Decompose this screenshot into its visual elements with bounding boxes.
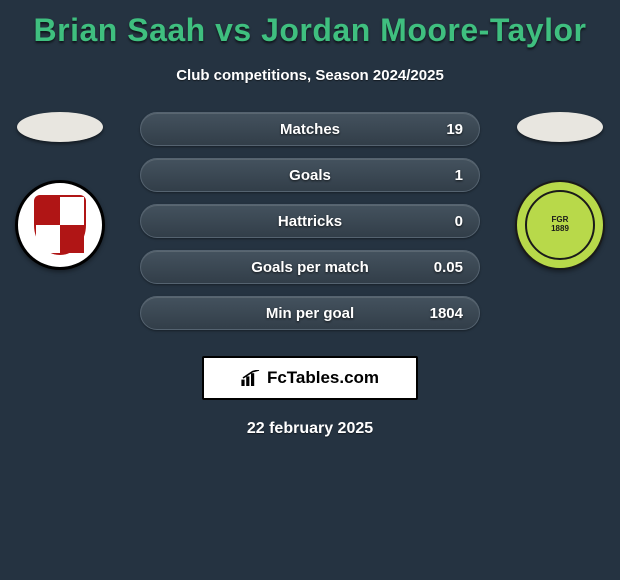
stat-label: Matches bbox=[141, 121, 479, 138]
left-club-badge bbox=[15, 180, 105, 270]
stat-row-min-per-goal: Min per goal 1804 bbox=[140, 296, 480, 330]
chart-bars-icon bbox=[241, 370, 261, 386]
subtitle: Club competitions, Season 2024/2025 bbox=[0, 67, 620, 84]
club-badge-inner: FGR1889 bbox=[525, 190, 595, 260]
footer-date: 22 february 2025 bbox=[0, 420, 620, 438]
right-player-photo bbox=[517, 112, 603, 142]
right-club-badge: FGR1889 bbox=[515, 180, 605, 270]
comparison-row: Matches 19 Goals 1 Hattricks 0 Goals per… bbox=[0, 112, 620, 342]
stat-label: Goals per match bbox=[141, 259, 479, 276]
stats-bars: Matches 19 Goals 1 Hattricks 0 Goals per… bbox=[120, 112, 500, 342]
brand-watermark: FcTables.com bbox=[202, 356, 418, 400]
stat-row-hattricks: Hattricks 0 bbox=[140, 204, 480, 238]
stat-label: Goals bbox=[141, 167, 479, 184]
stat-row-goals: Goals 1 bbox=[140, 158, 480, 192]
stat-label: Min per goal bbox=[141, 305, 479, 322]
stat-row-matches: Matches 19 bbox=[140, 112, 480, 146]
brand-text: FcTables.com bbox=[267, 368, 379, 388]
right-player-column: FGR1889 bbox=[500, 112, 620, 270]
shield-icon bbox=[34, 195, 86, 255]
stat-row-goals-per-match: Goals per match 0.05 bbox=[140, 250, 480, 284]
page-title: Brian Saah vs Jordan Moore-Taylor bbox=[0, 0, 620, 49]
left-player-column bbox=[0, 112, 120, 270]
left-player-photo bbox=[17, 112, 103, 142]
stat-label: Hattricks bbox=[141, 213, 479, 230]
